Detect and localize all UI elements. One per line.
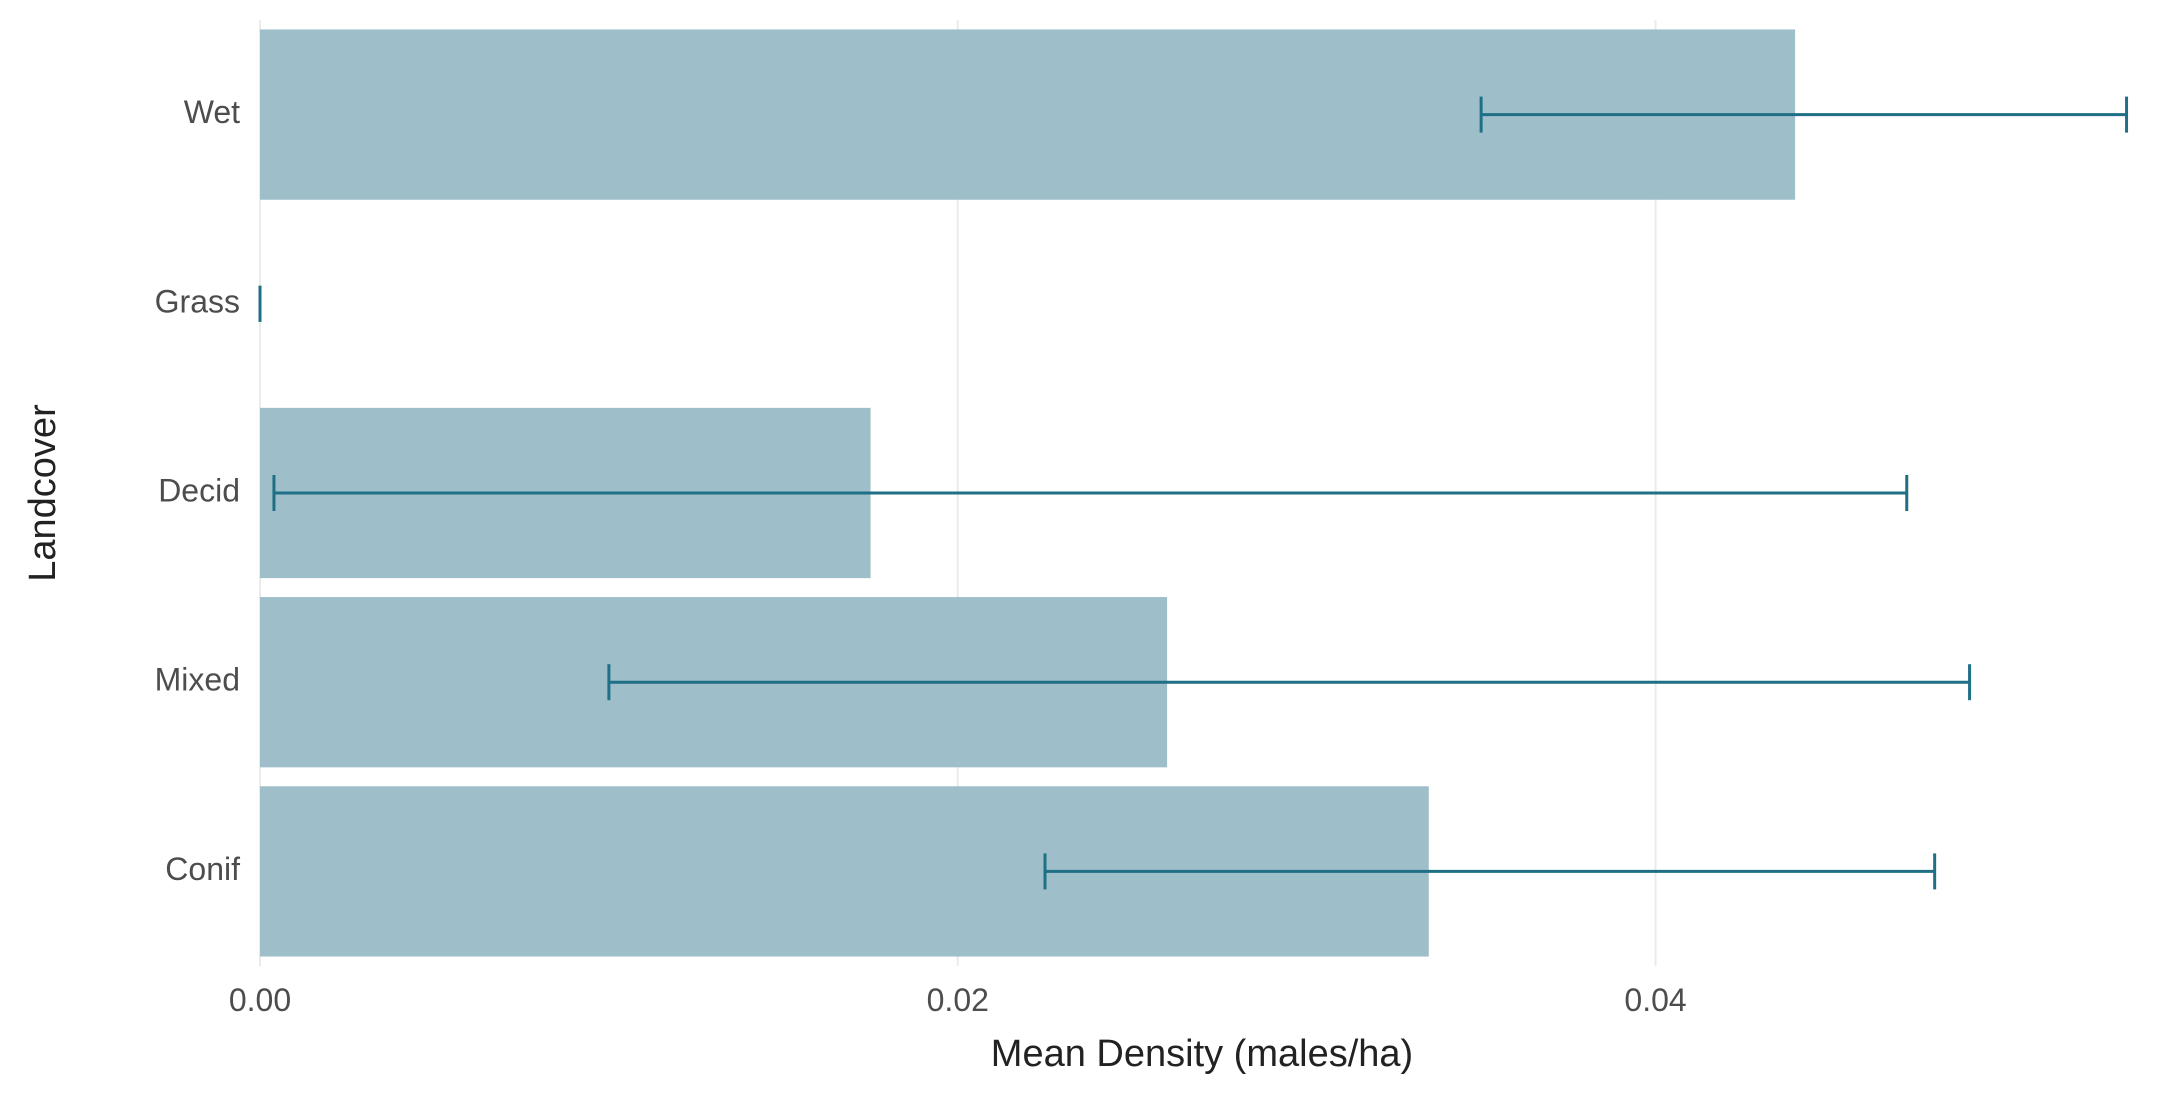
density-by-landcover-chart: 0.00 0.02 0.04 Wet Grass Decid Mixed Conif Mean … (0, 0, 2184, 1096)
x-tick-label: 0.00 (229, 982, 291, 1018)
chart-svg: 0.00 0.02 0.04 Wet Grass Decid Mixed Conif Mean … (0, 0, 2184, 1096)
y-tick-label: Conif (165, 851, 240, 887)
y-tick-label: Mixed (155, 662, 240, 698)
x-axis-title: Mean Density (males/ha) (991, 1033, 1413, 1075)
y-tick-label: Wet (184, 94, 240, 130)
y-tick-label: Grass (155, 283, 240, 319)
x-tick-label: 0.02 (927, 982, 989, 1018)
y-axis-title: Landcover (22, 404, 64, 582)
x-tick-label: 0.04 (1624, 982, 1686, 1018)
y-tick-label: Decid (158, 472, 240, 508)
